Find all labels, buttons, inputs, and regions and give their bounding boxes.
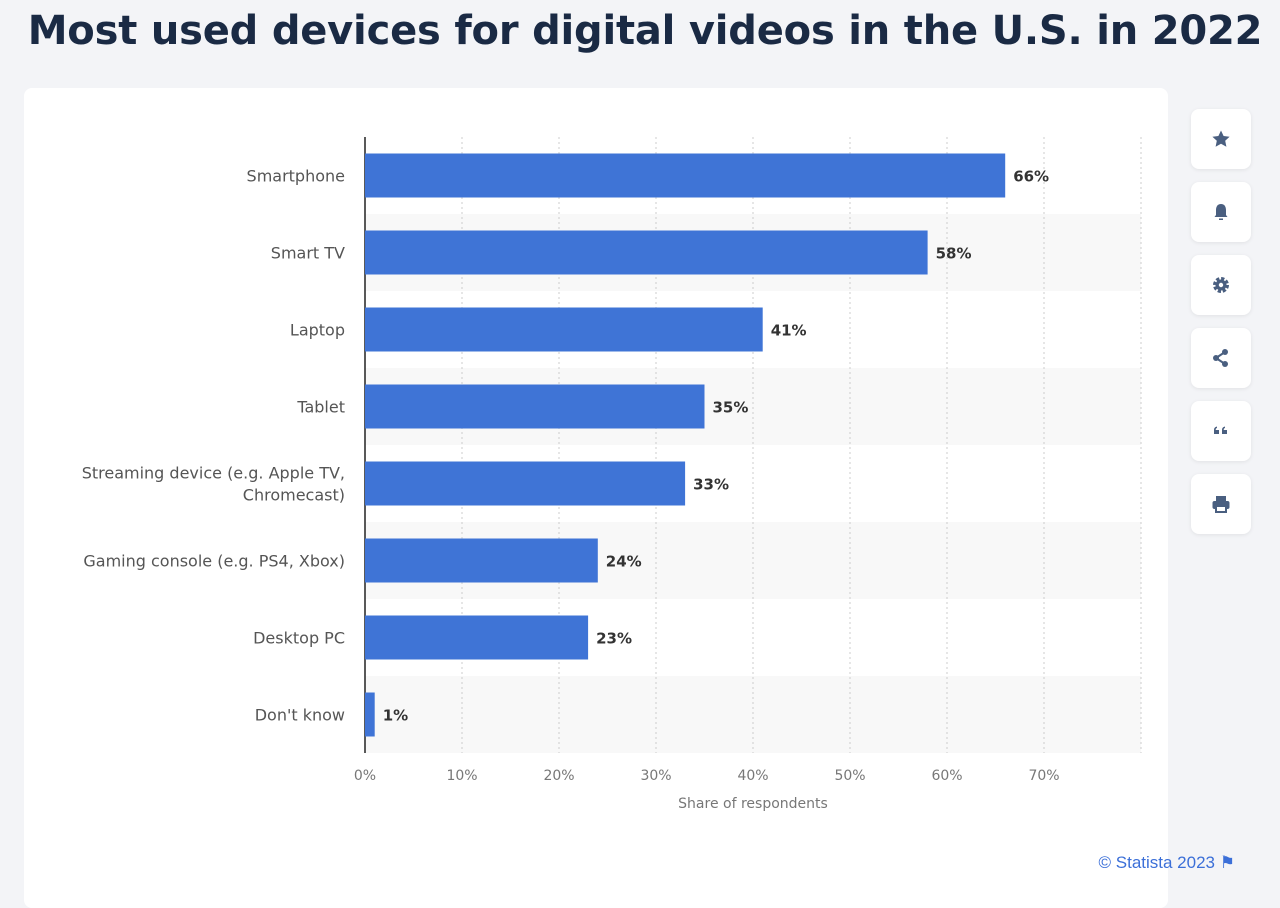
gear-icon [1213,277,1229,293]
bar [365,384,705,429]
x-tick-label: 10% [446,768,477,784]
credit-text: © Statista 2023 [1098,853,1216,872]
category-label: Smart TV [271,244,345,263]
settings-button[interactable] [1191,255,1251,315]
favorite-button[interactable] [1191,109,1251,169]
star-icon [1212,130,1230,147]
data-label: 23% [596,630,632,648]
cite-button[interactable] [1191,401,1251,461]
bar [365,692,375,737]
bar [365,538,598,583]
x-tick-label: 20% [543,768,574,784]
data-label: 66% [1013,168,1049,186]
data-label: 24% [606,553,642,571]
x-tick-label: 40% [737,768,768,784]
bell-icon [1214,204,1228,220]
bar [365,230,928,275]
bar [365,615,589,660]
category-label: Smartphone [247,167,345,186]
data-label: 58% [936,245,972,263]
sidebar-toolbar [1191,109,1251,547]
data-label: 41% [771,322,807,340]
x-tick-label: 30% [640,768,671,784]
quote-icon [1214,426,1227,434]
bar [365,307,763,352]
bar [365,153,1006,198]
flag-icon: ⚑ [1219,853,1235,872]
category-label: Tablet [296,398,345,417]
x-tick-label: 70% [1028,768,1059,784]
x-tick-label: 50% [834,768,865,784]
category-label: Gaming console (e.g. PS4, Xbox) [83,552,345,571]
bar-chart: 66% Smartphone 58% Smart TV 41% Laptop 35% Tabl… [82,137,1142,812]
statista-credit[interactable]: © Statista 2023 ⚑ [1099,853,1235,873]
bar [365,461,686,506]
x-tick-label: 0% [354,768,376,784]
category-label: Streaming device (e.g. Apple TV, Chromeca… [82,464,345,505]
share-icon [1213,349,1228,367]
category-label: Desktop PC [253,629,345,648]
notification-button[interactable] [1191,182,1251,242]
x-tick-label: 60% [931,768,962,784]
data-label: 1% [383,707,408,725]
share-button[interactable] [1191,328,1251,388]
x-axis-title: Share of respondents [678,796,828,812]
chart-title: Most used devices for digital videos in … [27,8,1263,54]
data-label: 33% [693,476,729,494]
category-label: Laptop [290,321,345,340]
print-icon [1212,496,1230,513]
category-label: Don't know [255,706,345,725]
data-label: 35% [713,399,749,417]
print-button[interactable] [1191,474,1251,534]
